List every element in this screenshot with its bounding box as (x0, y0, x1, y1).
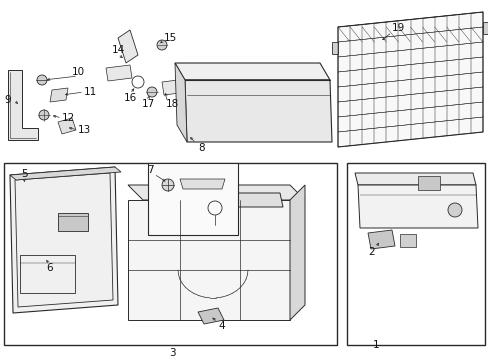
Polygon shape (128, 185, 305, 200)
Text: 13: 13 (77, 125, 90, 135)
Polygon shape (198, 193, 283, 207)
Polygon shape (106, 65, 132, 81)
Text: 11: 11 (83, 87, 97, 97)
Polygon shape (10, 167, 121, 180)
Polygon shape (184, 80, 331, 142)
Text: 1: 1 (372, 340, 379, 350)
Circle shape (157, 40, 167, 50)
Bar (4, 163, 336, 345)
Bar (58, 213, 88, 231)
Text: 12: 12 (61, 113, 75, 123)
Polygon shape (180, 179, 224, 189)
Text: 14: 14 (111, 45, 124, 55)
Circle shape (147, 87, 157, 97)
Polygon shape (10, 167, 118, 313)
Text: 2: 2 (368, 247, 375, 257)
Polygon shape (175, 63, 329, 80)
Bar (399, 234, 415, 247)
Circle shape (39, 110, 49, 120)
Polygon shape (354, 173, 475, 185)
Polygon shape (331, 42, 337, 54)
Polygon shape (118, 30, 138, 63)
Text: 5: 5 (20, 169, 27, 179)
Text: 3: 3 (168, 348, 175, 358)
Polygon shape (50, 88, 68, 102)
Text: 15: 15 (163, 33, 176, 43)
Circle shape (37, 75, 47, 85)
Text: 7: 7 (146, 165, 153, 175)
Text: 18: 18 (165, 99, 178, 109)
Text: 9: 9 (5, 95, 11, 105)
Bar (417, 176, 439, 190)
Text: 19: 19 (390, 23, 404, 33)
Circle shape (447, 203, 461, 217)
Circle shape (162, 179, 174, 191)
Polygon shape (175, 63, 186, 142)
Polygon shape (482, 22, 488, 34)
Polygon shape (367, 230, 394, 249)
Text: 10: 10 (71, 67, 84, 77)
Bar (346, 163, 484, 345)
Polygon shape (162, 80, 180, 95)
Polygon shape (58, 118, 76, 134)
Polygon shape (337, 12, 482, 147)
Polygon shape (128, 200, 289, 320)
Text: 8: 8 (198, 143, 205, 153)
Polygon shape (198, 308, 224, 324)
Text: 16: 16 (123, 93, 136, 103)
Polygon shape (8, 70, 38, 140)
Bar (148, 163, 238, 235)
Text: 17: 17 (141, 99, 154, 109)
Polygon shape (357, 185, 477, 228)
Polygon shape (289, 185, 305, 320)
Bar (20, 255, 75, 293)
Text: 6: 6 (46, 263, 53, 273)
Text: 4: 4 (218, 321, 225, 331)
